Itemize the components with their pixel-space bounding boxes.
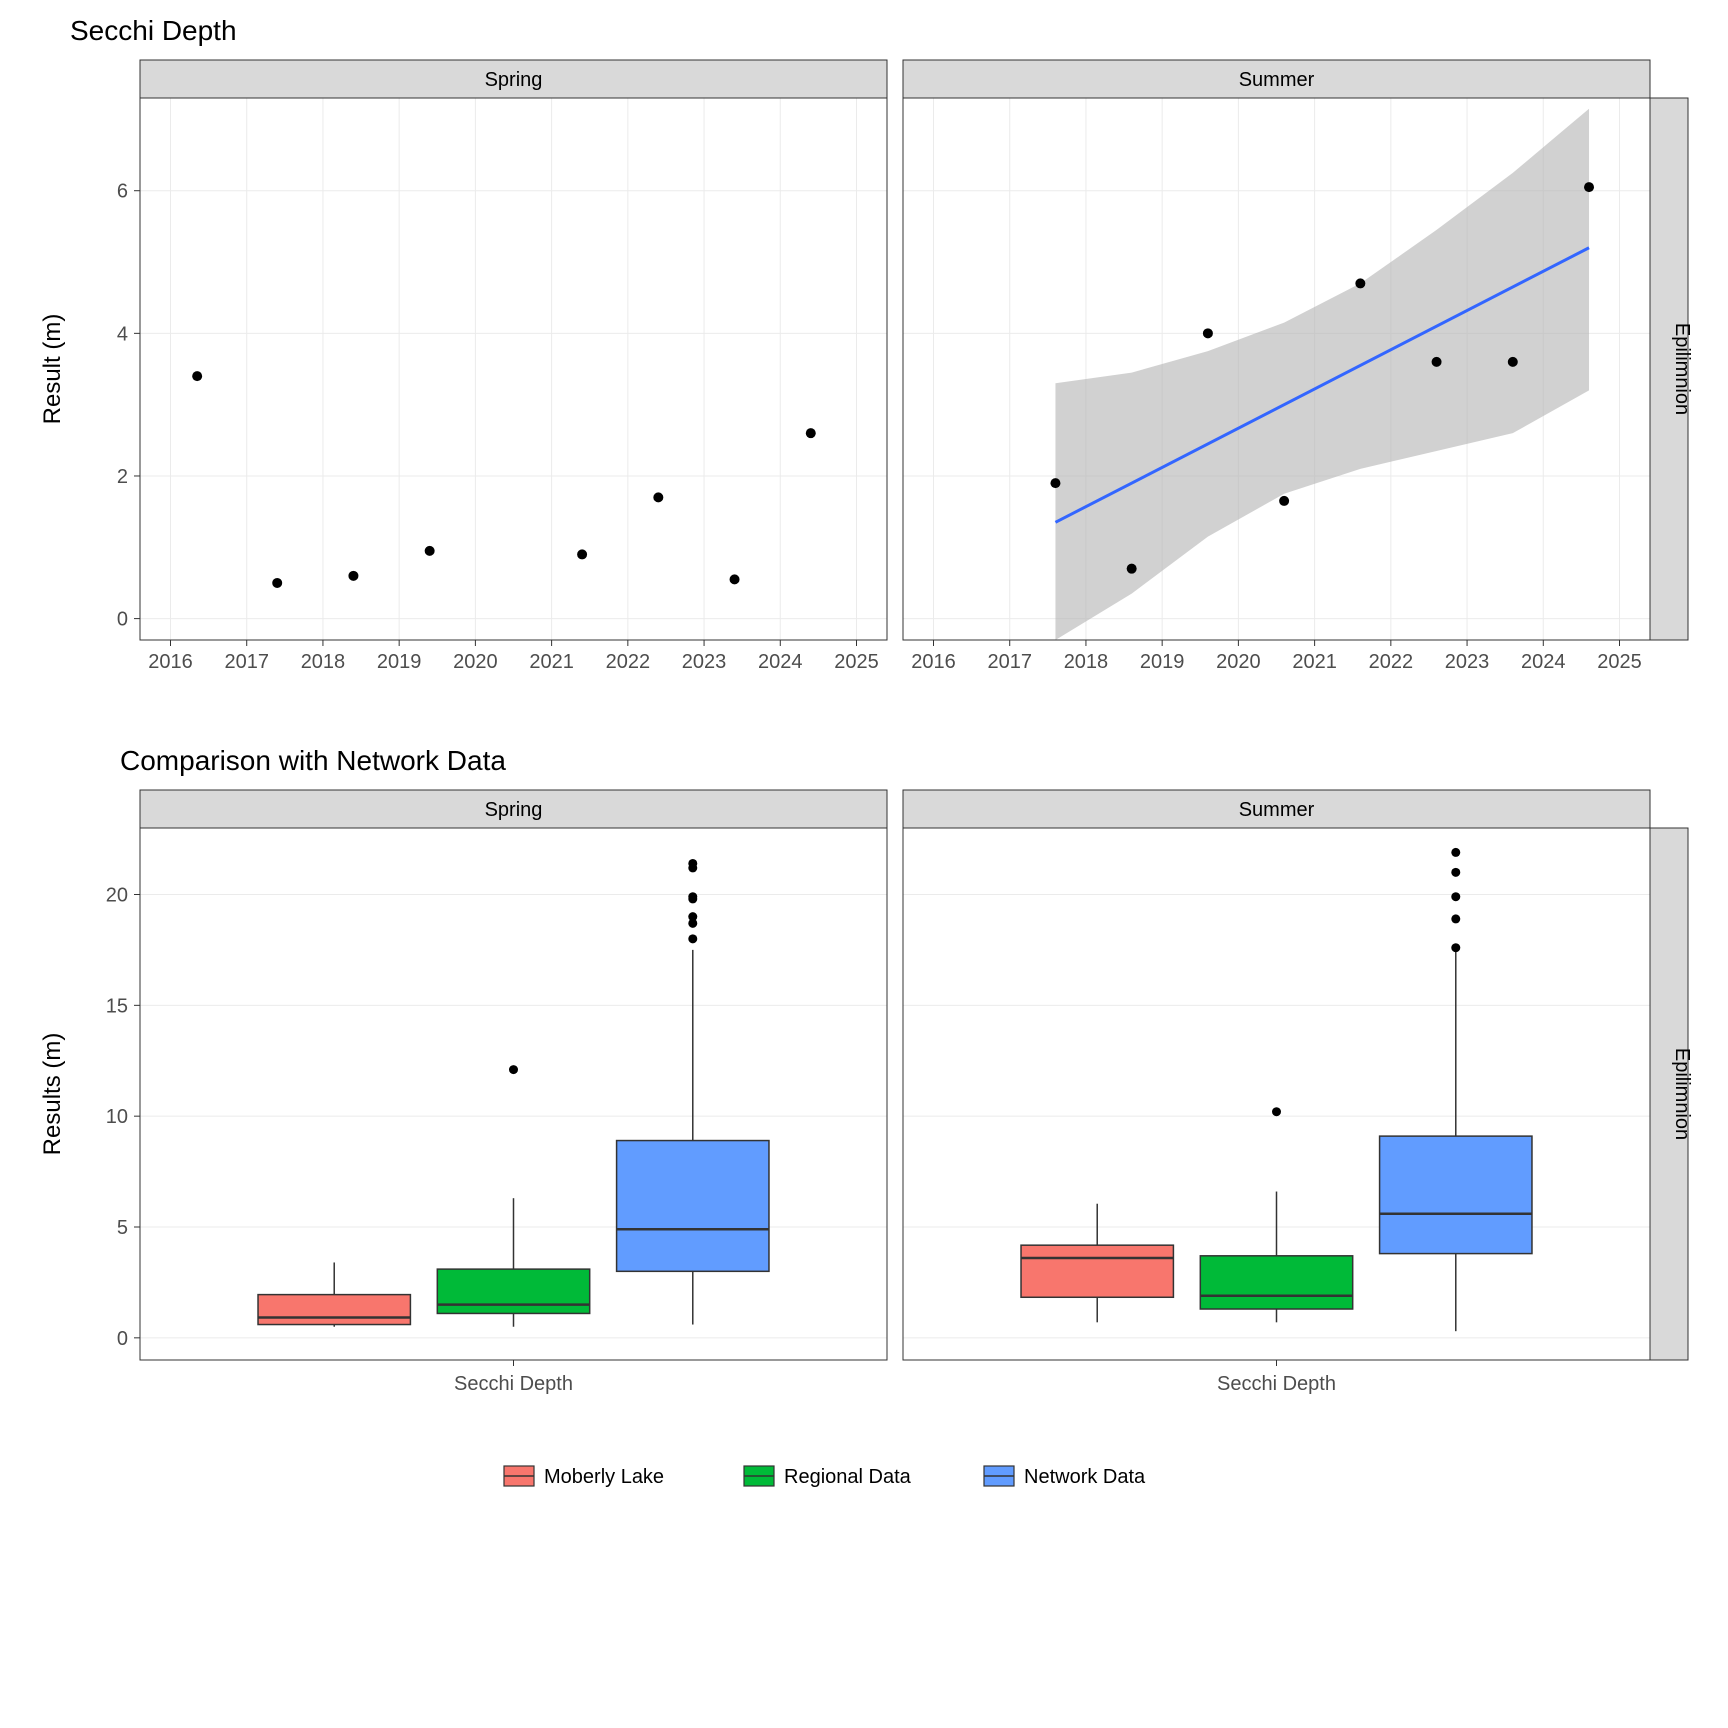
y-tick: 15 [106, 995, 128, 1017]
outlier-point [1451, 943, 1460, 952]
x-tick: 2020 [1216, 651, 1261, 673]
data-point [653, 492, 663, 502]
box-network [617, 1141, 769, 1272]
x-category: Secchi Depth [454, 1373, 573, 1395]
x-tick: 2025 [1597, 651, 1642, 673]
top-chart-title: Secchi Depth [70, 15, 237, 46]
outlier-point [509, 1065, 518, 1074]
box-moberly [258, 1295, 410, 1325]
data-point [1355, 278, 1365, 288]
box-regional [1200, 1256, 1352, 1309]
outlier-point [1451, 914, 1460, 923]
x-category: Secchi Depth [1217, 1373, 1336, 1395]
bottom-chart-title: Comparison with Network Data [120, 745, 506, 776]
y-tick: 0 [117, 609, 128, 631]
data-point [1203, 328, 1213, 338]
data-point [730, 574, 740, 584]
outlier-point [1451, 848, 1460, 857]
x-tick: 2019 [377, 651, 422, 673]
x-tick: 2018 [1064, 651, 1109, 673]
box-network [1380, 1136, 1532, 1253]
y-tick: 6 [117, 181, 128, 203]
outlier-point [688, 892, 697, 901]
y-axis-label: Result (m) [39, 314, 66, 425]
data-point [1432, 357, 1442, 367]
chart-canvas: Secchi Depth Result (m) 0 2 4 6 Spring 2016 2017… [0, 0, 1728, 1728]
y-tick: 5 [117, 1217, 128, 1239]
y-tick: 0 [117, 1328, 128, 1350]
facet-label: Summer [1239, 69, 1315, 91]
y-tick: 2 [117, 466, 128, 488]
facet-right-label: Epilimnion [1671, 323, 1693, 415]
outlier-point [688, 859, 697, 868]
y-tick: 10 [106, 1106, 128, 1128]
outlier-point [688, 934, 697, 943]
y-axis-label: Results (m) [39, 1033, 66, 1156]
x-tick: 2021 [529, 651, 574, 673]
data-point [192, 371, 202, 381]
data-point [577, 549, 587, 559]
data-point [1508, 357, 1518, 367]
facet-right-label: Epilimnion [1671, 1048, 1693, 1140]
facet-label: Spring [485, 69, 543, 91]
data-point [806, 428, 816, 438]
x-tick: 2024 [758, 651, 803, 673]
facet-label: Spring [485, 799, 543, 821]
x-tick: 2025 [834, 651, 879, 673]
outlier-point [1451, 892, 1460, 901]
outlier-point [688, 912, 697, 921]
x-tick: 2022 [606, 651, 651, 673]
x-tick: 2016 [148, 651, 193, 673]
outlier-point [1451, 868, 1460, 877]
data-point [348, 571, 358, 581]
x-tick: 2017 [224, 651, 269, 673]
x-tick: 2024 [1521, 651, 1566, 673]
y-tick: 4 [117, 323, 128, 345]
y-tick: 20 [106, 885, 128, 907]
x-tick: 2019 [1140, 651, 1185, 673]
legend-label: Regional Data [784, 1466, 912, 1488]
outlier-point [1272, 1107, 1281, 1116]
legend-label: Network Data [1024, 1466, 1146, 1488]
box-moberly [1021, 1245, 1173, 1297]
data-point [1050, 478, 1060, 488]
x-tick: 2022 [1369, 651, 1414, 673]
x-tick: 2018 [301, 651, 346, 673]
data-point [425, 546, 435, 556]
x-tick: 2023 [682, 651, 727, 673]
legend-label: Moberly Lake [544, 1466, 664, 1488]
box-regional [437, 1269, 589, 1313]
data-point [1584, 182, 1594, 192]
facet-label: Summer [1239, 799, 1315, 821]
data-point [1127, 564, 1137, 574]
data-point [272, 578, 282, 588]
x-tick: 2021 [1292, 651, 1337, 673]
data-point [1279, 496, 1289, 506]
x-tick: 2016 [911, 651, 956, 673]
x-tick: 2020 [453, 651, 498, 673]
x-tick: 2023 [1445, 651, 1490, 673]
x-tick: 2017 [987, 651, 1032, 673]
